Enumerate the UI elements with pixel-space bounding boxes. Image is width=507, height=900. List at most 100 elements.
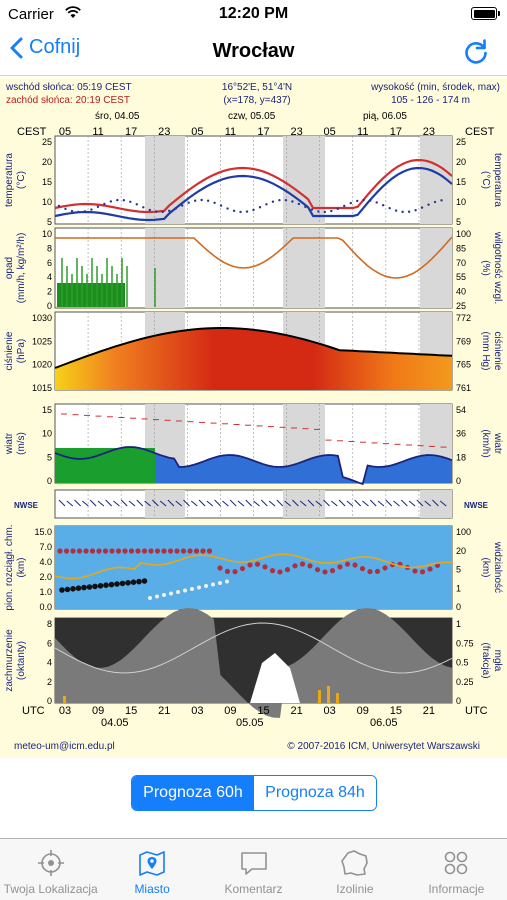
tick-label-right: 54 <box>456 405 466 415</box>
cloud-cover-line <box>54 622 453 674</box>
hour-label-bottom: 15 <box>125 705 137 717</box>
tick-label-left: 5 <box>47 217 52 227</box>
cloud-base-dot <box>76 548 83 554</box>
hour-label-bottom: 15 <box>257 705 269 717</box>
hour-label-top: 05 <box>324 126 336 138</box>
cloud-base-dot <box>419 569 426 575</box>
meteogram-chart: wschód słońca: 05:19 CEST zachód słońca:… <box>0 78 507 758</box>
dew-point-dot <box>103 202 106 206</box>
cloud-base-dot <box>180 548 187 554</box>
cloud-top-dot <box>97 583 104 589</box>
tab-information[interactable]: Informacje <box>406 839 507 900</box>
dew-point-dot <box>129 200 132 203</box>
dew-point-dot <box>226 207 229 210</box>
forecast-84h-button[interactable]: Prognoza 84h <box>254 776 376 810</box>
dew-point-dot <box>70 209 74 213</box>
tick-label-right: 85 <box>456 243 466 253</box>
cloud-base-dot <box>314 567 321 573</box>
tick-label-left: 0.0 <box>39 602 52 612</box>
day-label-bottom-2: 05.05 <box>236 717 264 729</box>
precipitation-area <box>57 283 125 307</box>
wind-direction-arrow <box>276 499 284 507</box>
tick-label-right: 25 <box>456 137 466 147</box>
dew-point-dot <box>297 202 301 206</box>
tick-label-left: 0 <box>47 476 52 486</box>
dew-point-dot <box>180 204 184 207</box>
wind-direction-arrow <box>183 499 190 507</box>
dew-point-dot <box>407 210 411 213</box>
dew-point-dot <box>401 210 404 214</box>
tick-label-right: 0.75 <box>456 638 474 648</box>
cloud-top-dot <box>155 594 159 599</box>
wind-direction-arrow <box>315 500 323 507</box>
tick-label-right: 0 <box>456 696 461 706</box>
axis-label: widzialność <box>492 541 503 593</box>
wind-direction-arrow <box>89 499 97 507</box>
cloud-base-dot <box>122 548 128 554</box>
cloud-cover-mid <box>55 608 452 718</box>
tick-label-right: 18 <box>456 452 466 462</box>
axis-label: ciśnienie <box>4 331 15 370</box>
tick-label-right: 0.25 <box>456 677 474 687</box>
dew-point-dot <box>90 208 93 211</box>
tick-label-left: 6 <box>47 258 52 268</box>
wind-direction-arrow <box>424 500 431 507</box>
cloud-base-dot <box>57 548 63 554</box>
hour-label-top: 23 <box>158 126 170 138</box>
tick-label-right: 761 <box>456 383 471 393</box>
axis-label: (°C) <box>480 171 491 189</box>
wind-direction-arrow <box>113 500 120 507</box>
cloud-top-dot <box>148 596 152 600</box>
hour-label-bottom: 03 <box>324 705 336 717</box>
cloud-base-dot <box>187 548 193 554</box>
tab-comment[interactable]: Komentarz <box>203 839 304 900</box>
hour-label-top: 17 <box>125 126 137 138</box>
dew-point-dot <box>135 203 138 206</box>
hour-label-top: 17 <box>257 126 269 138</box>
tick-label-left: 5 <box>47 452 52 462</box>
cloud-base-dot <box>239 565 246 572</box>
back-label: Cofnij <box>29 36 81 58</box>
dew-point-dot <box>64 207 67 211</box>
axis-label: (frakcja) <box>480 642 491 678</box>
refresh-icon[interactable] <box>463 39 489 65</box>
axis-label: (km) <box>480 558 491 578</box>
dew-point-dot <box>362 198 365 202</box>
cloud-top-dot <box>81 584 87 591</box>
tick-label-right: 5 <box>456 217 461 227</box>
night-shade <box>145 490 185 518</box>
cloud-base-dot <box>200 548 206 554</box>
wifi-icon <box>65 6 81 18</box>
axis-label: (hPa) <box>16 339 27 363</box>
dew-point-dot <box>414 208 417 212</box>
cloud-top-dot <box>92 583 98 590</box>
cloud-base-dot <box>374 568 381 574</box>
fog-bar <box>63 696 66 703</box>
wind-direction-arrow <box>260 499 268 507</box>
dew-point-dot <box>330 209 333 213</box>
hour-label-top: 11 <box>225 126 236 138</box>
cloud-base-dot <box>329 568 336 574</box>
tab-isolines[interactable]: Izolinie <box>304 839 405 900</box>
cloud-base-dot <box>337 564 343 570</box>
tick-label-right: 765 <box>456 360 471 370</box>
cloud-base-dot <box>307 563 313 569</box>
wind-direction-arrow <box>377 500 385 507</box>
contact-email: meteo-um@icm.edu.pl <box>14 741 115 752</box>
dew-point-dot <box>239 210 242 214</box>
tab-your-location[interactable]: Twoja Lokalizacja <box>0 839 101 900</box>
tab-city[interactable]: Miasto <box>101 839 202 900</box>
back-button[interactable]: Cofnij <box>10 36 80 59</box>
wind-direction-arrow <box>369 499 377 507</box>
forecast-60h-button[interactable]: Prognoza 60h <box>132 776 254 810</box>
wind-direction-arrow <box>346 500 354 507</box>
tick-label-right: 40 <box>456 287 466 297</box>
cloud-base-dot <box>135 548 141 554</box>
cloud-base-dot <box>359 565 366 572</box>
dew-point-dot <box>381 204 385 207</box>
cloud-base-dot <box>141 548 148 554</box>
dew-point-dot <box>116 198 119 202</box>
hour-label-top: 23 <box>423 126 435 138</box>
cloud-top-dot <box>119 580 126 587</box>
hour-label-bottom: 09 <box>224 705 236 717</box>
